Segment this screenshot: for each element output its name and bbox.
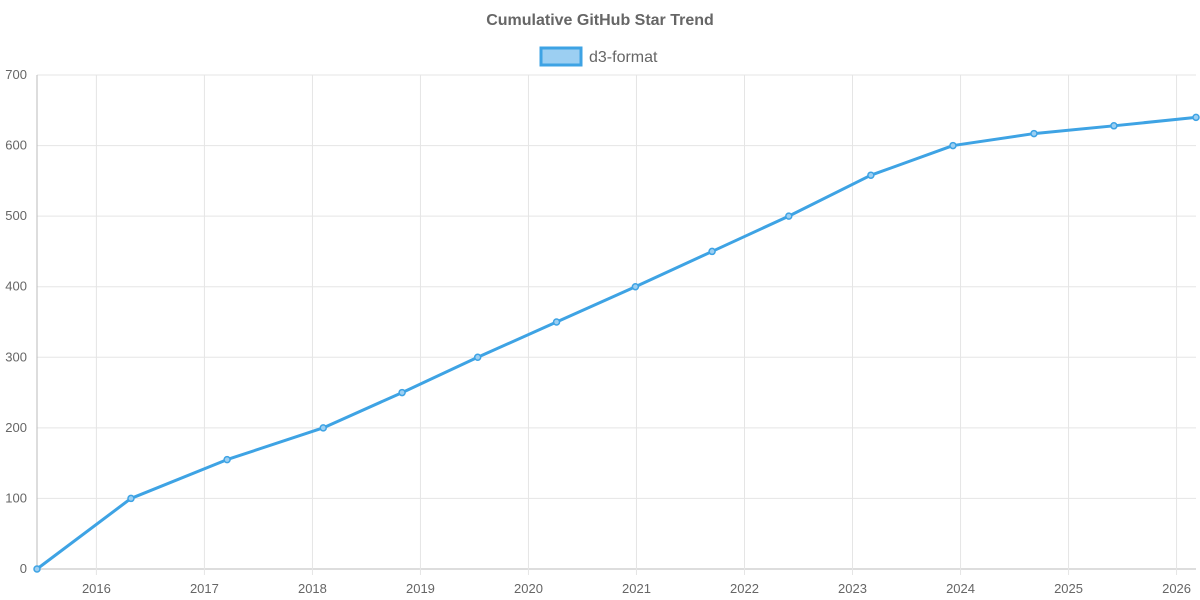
grid <box>37 74 1196 575</box>
x-tick-label: 2024 <box>946 581 975 596</box>
x-tick-label: 2019 <box>406 581 435 596</box>
legend-label: d3-format <box>589 49 658 66</box>
data-point[interactable] <box>552 318 561 326</box>
series-line <box>36 115 1197 571</box>
data-point[interactable] <box>785 212 793 220</box>
x-tick-label: 2026 <box>1162 581 1191 596</box>
legend[interactable]: d3-format <box>539 46 658 67</box>
series-d3-format <box>33 113 1200 573</box>
x-tick-label: 2017 <box>190 581 219 596</box>
data-point[interactable] <box>1030 129 1038 138</box>
y-tick-label: 500 <box>5 208 27 223</box>
y-tick-label: 100 <box>5 490 27 505</box>
x-tick-label: 2016 <box>82 581 111 596</box>
data-point[interactable] <box>631 282 640 291</box>
data-point[interactable] <box>867 171 875 179</box>
x-tick-label: 2023 <box>838 581 867 596</box>
data-point[interactable] <box>223 455 231 464</box>
x-tick-label: 2020 <box>514 581 543 596</box>
x-tick-label: 2021 <box>622 581 651 596</box>
y-tick-label: 200 <box>5 420 27 435</box>
data-point[interactable] <box>398 388 406 397</box>
data-point[interactable] <box>1110 122 1118 130</box>
data-point[interactable] <box>1192 113 1200 122</box>
data-point[interactable] <box>949 141 957 150</box>
legend-swatch <box>539 46 583 67</box>
data-point[interactable] <box>473 353 482 362</box>
x-tick-label: 2022 <box>730 581 759 596</box>
data-point[interactable] <box>33 565 41 573</box>
y-tick-label: 600 <box>5 138 27 153</box>
y-tick-label: 400 <box>5 279 27 294</box>
y-tick-label: 300 <box>5 349 27 364</box>
data-point[interactable] <box>319 424 327 432</box>
y-tick-label: 700 <box>5 67 27 82</box>
x-tick-label: 2018 <box>298 581 327 596</box>
x-tick-label: 2025 <box>1054 581 1083 596</box>
data-point[interactable] <box>127 494 135 503</box>
axes: 0 100 200 300 400 500 600 700 2016 2017 2018 2019 20… <box>5 67 1191 596</box>
y-tick-label: 0 <box>20 561 27 576</box>
data-point[interactable] <box>708 247 716 256</box>
chart-title: Cumulative GitHub Star Trend <box>486 12 714 29</box>
